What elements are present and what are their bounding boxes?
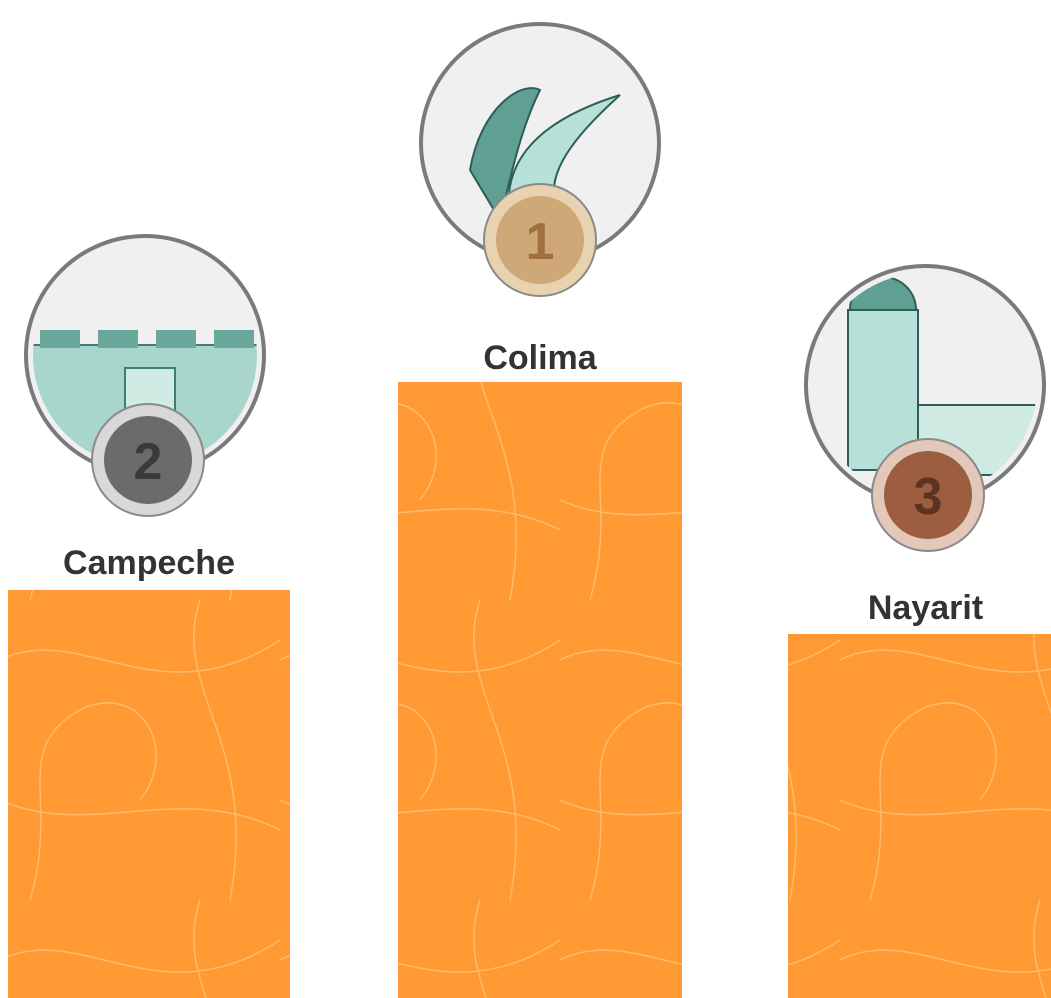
podium-label: Colima xyxy=(483,339,597,377)
podium-layer: 2 Campeche 1 Colima 3 Nayarit xyxy=(8,24,1051,998)
medal-rank: 1 xyxy=(526,213,555,271)
podium: 2 Campeche 1 Colima 3 Nayarit xyxy=(0,0,1051,998)
podium-pattern xyxy=(8,590,290,998)
fort-merlon xyxy=(214,330,254,348)
fort-merlon xyxy=(98,330,138,348)
podium-label: Nayarit xyxy=(868,589,983,627)
page: 2Campeche1Colima3Nayarit (() => { const … xyxy=(0,0,1051,998)
medal-rank: 3 xyxy=(914,468,943,526)
podium-pattern xyxy=(788,634,1051,998)
fort-merlon xyxy=(40,330,80,348)
medal-rank: 2 xyxy=(134,433,163,491)
fort-merlon xyxy=(156,330,196,348)
podium-label: Campeche xyxy=(63,544,235,582)
podium-pattern xyxy=(398,382,682,998)
